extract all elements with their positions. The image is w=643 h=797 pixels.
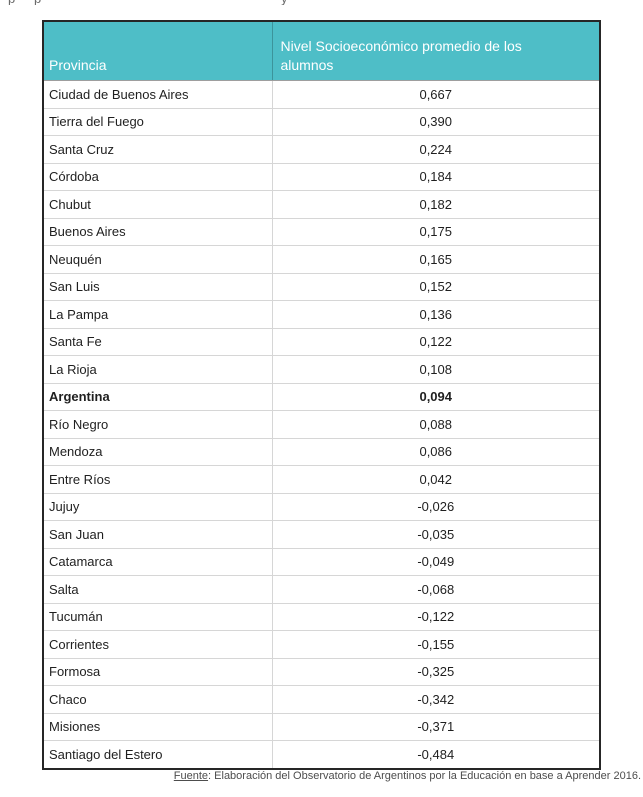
province-cell: San Luis xyxy=(42,272,273,301)
province-cell: Tierra del Fuego xyxy=(42,107,273,136)
value-cell: -0,371 xyxy=(271,712,601,741)
table-row: Formosa -0,325 xyxy=(42,657,601,686)
table-row: Tucumán -0,122 xyxy=(42,602,601,631)
table-body: Ciudad de Buenos Aires 0,667 Tierra del Fu… xyxy=(42,80,601,769)
province-cell: Neuquén xyxy=(42,245,273,274)
province-cell: Salta xyxy=(42,575,273,604)
value-cell: 0,224 xyxy=(271,135,601,164)
value-cell: -0,035 xyxy=(271,520,601,549)
province-cell: Chubut xyxy=(42,190,273,219)
value-cell: -0,122 xyxy=(271,602,601,631)
province-cell: Córdoba xyxy=(42,162,273,191)
province-cell: Chaco xyxy=(42,685,273,714)
table-row: Misiones -0,371 xyxy=(42,712,601,741)
table-row: Río Negro 0,088 xyxy=(42,410,601,439)
value-cell: 0,175 xyxy=(271,217,601,246)
value-cell: 0,390 xyxy=(271,107,601,136)
socioeconomic-level-table: Provincia Nivel Socioeconómico promedio … xyxy=(42,20,601,770)
table-row: Salta -0,068 xyxy=(42,575,601,604)
province-cell: La Rioja xyxy=(42,355,273,384)
table-row: Argentina 0,094 xyxy=(42,382,601,411)
table-row: San Luis 0,152 xyxy=(42,272,601,301)
table-row: Santa Fe 0,122 xyxy=(42,327,601,356)
province-cell: Jujuy xyxy=(42,492,273,521)
value-cell: -0,026 xyxy=(271,492,601,521)
province-cell: Argentina xyxy=(42,382,273,411)
table-row: Corrientes -0,155 xyxy=(42,630,601,659)
value-cell: 0,086 xyxy=(271,437,601,466)
clipped-text-line: p p y xyxy=(0,0,643,5)
table-row: La Pampa 0,136 xyxy=(42,300,601,329)
table-row: Tierra del Fuego 0,390 xyxy=(42,107,601,136)
table-row: Córdoba 0,184 xyxy=(42,162,601,191)
value-cell: 0,042 xyxy=(271,465,601,494)
table-row: Ciudad de Buenos Aires 0,667 xyxy=(42,80,601,109)
value-cell: 0,108 xyxy=(271,355,601,384)
table-row: Chubut 0,182 xyxy=(42,190,601,219)
province-cell: Río Negro xyxy=(42,410,273,439)
value-cell: 0,136 xyxy=(271,300,601,329)
value-cell: 0,152 xyxy=(271,272,601,301)
value-cell: 0,094 xyxy=(271,382,601,411)
table-row: Santa Cruz 0,224 xyxy=(42,135,601,164)
table-row: San Juan -0,035 xyxy=(42,520,601,549)
value-cell: 0,184 xyxy=(271,162,601,191)
province-cell: Santiago del Estero xyxy=(42,740,273,769)
province-cell: Santa Fe xyxy=(42,327,273,356)
province-cell: Catamarca xyxy=(42,547,273,576)
source-text: : Elaboración del Observatorio de Argent… xyxy=(208,770,641,782)
province-cell: Formosa xyxy=(42,657,273,686)
value-cell: 0,165 xyxy=(271,245,601,274)
province-cell: Entre Ríos xyxy=(42,465,273,494)
value-cell: -0,068 xyxy=(271,575,601,604)
source-note: Fuente: Elaboración del Observatorio de … xyxy=(174,770,641,782)
clipped-text-fragment: p xyxy=(8,0,15,5)
province-cell: San Juan xyxy=(42,520,273,549)
province-cell: Buenos Aires xyxy=(42,217,273,246)
value-cell: 0,122 xyxy=(271,327,601,356)
table-row: La Rioja 0,108 xyxy=(42,355,601,384)
province-cell: Misiones xyxy=(42,712,273,741)
value-cell: -0,484 xyxy=(271,740,601,769)
table-row: Entre Ríos 0,042 xyxy=(42,465,601,494)
clipped-text-fragment: y xyxy=(281,0,288,5)
source-label: Fuente xyxy=(173,770,209,782)
header-provincia: Provincia xyxy=(43,21,272,81)
header-nivel-socioeconomico: Nivel Socioeconómico promedio de los alu… xyxy=(271,21,600,81)
province-cell: Corrientes xyxy=(42,630,273,659)
table-row: Chaco -0,342 xyxy=(42,685,601,714)
value-cell: -0,049 xyxy=(271,547,601,576)
header-nivel-label: Nivel Socioeconómico promedio de los alu… xyxy=(280,38,522,73)
value-cell: -0,155 xyxy=(271,630,601,659)
value-cell: -0,342 xyxy=(271,685,601,714)
value-cell: 0,667 xyxy=(271,80,601,109)
province-cell: La Pampa xyxy=(42,300,273,329)
table-row: Mendoza 0,086 xyxy=(42,437,601,466)
value-cell: 0,088 xyxy=(271,410,601,439)
value-cell: 0,182 xyxy=(271,190,601,219)
province-cell: Tucumán xyxy=(42,602,273,631)
province-cell: Ciudad de Buenos Aires xyxy=(42,80,273,109)
table-row: Jujuy -0,026 xyxy=(42,492,601,521)
table-row: Neuquén 0,165 xyxy=(42,245,601,274)
province-cell: Santa Cruz xyxy=(42,135,273,164)
value-cell: -0,325 xyxy=(271,657,601,686)
table-row: Catamarca -0,049 xyxy=(42,547,601,576)
header-row: Provincia Nivel Socioeconómico promedio … xyxy=(43,21,600,81)
clipped-text-fragment: p xyxy=(34,0,41,5)
table-row: Santiago del Estero -0,484 xyxy=(42,740,601,769)
table-row: Buenos Aires 0,175 xyxy=(42,217,601,246)
table-header: Provincia Nivel Socioeconómico promedio … xyxy=(43,21,600,81)
province-cell: Mendoza xyxy=(42,437,273,466)
